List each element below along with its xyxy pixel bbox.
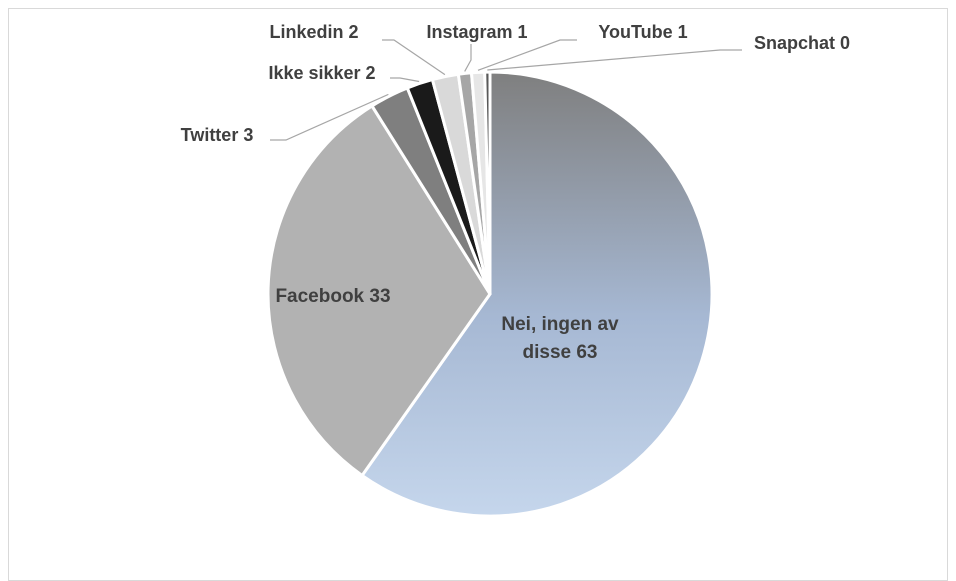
- leader-line-linkedin: [382, 39, 446, 76]
- pie-slice-snapchat: [483, 70, 492, 295]
- leader-lines: [270, 39, 742, 141]
- slice-label-snapchat: Snapchat 0: [754, 33, 850, 53]
- slice-label-nei-line2: disse 63: [523, 342, 598, 363]
- slice-label-ikke-sikker: Ikke sikker 2: [268, 63, 375, 83]
- slice-label-instagram: Instagram 1: [426, 22, 527, 42]
- leader-line-youtube: [477, 39, 577, 71]
- slice-label-youtube: YouTube 1: [598, 22, 687, 42]
- pie-slice-facebook: [266, 103, 492, 478]
- slice-label-facebook: Facebook 33: [275, 286, 390, 307]
- leader-line-snapchat: [487, 49, 742, 71]
- leader-line-ikke-sikker: [390, 77, 420, 83]
- slice-label-linkedin: Linkedin 2: [269, 22, 358, 42]
- pie-slices: [266, 70, 714, 518]
- pie-slice-nei-ingen-av-disse: [360, 70, 714, 518]
- slice-label-twitter: Twitter 3: [181, 125, 254, 145]
- leader-line-instagram: [464, 44, 472, 72]
- leader-line-twitter: [270, 93, 389, 141]
- slice-label-nei: Nei, ingen av: [501, 314, 619, 335]
